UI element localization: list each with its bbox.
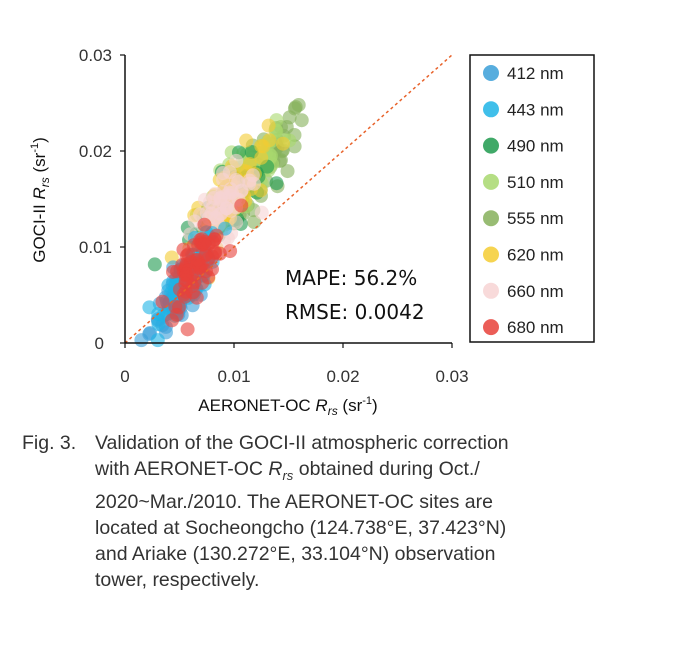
scatter-plot: 0 0.01 0.02 0.03 0 0.01 0.02 0.03 AERONE… [29, 46, 595, 418]
caption-line: located at Socheongcho (124.738°E, 37.42… [95, 516, 507, 539]
legend-marker [483, 319, 499, 336]
data-point [203, 195, 218, 210]
figure-caption: Fig. 3. Validation of the GOCI-II atmosph… [22, 430, 607, 593]
data-point [186, 238, 201, 253]
data-point [245, 168, 260, 183]
caption-line: tower, respectively. [95, 568, 260, 591]
data-point [254, 205, 269, 220]
legend-label: 660 nm [507, 282, 564, 301]
y-tick-label: 0.03 [79, 46, 112, 65]
data-point [254, 150, 269, 165]
y-tick-label: 0.01 [79, 238, 112, 257]
x-axis-title: AERONET-OC Rrs (sr-1) [198, 395, 377, 418]
data-point [197, 217, 212, 232]
data-point [204, 206, 219, 221]
data-point [219, 201, 234, 216]
legend-marker [483, 137, 499, 154]
data-point [294, 113, 309, 128]
data-point [229, 215, 244, 230]
y-axis-title: GOCI-II Rrs (sr-1) [29, 137, 52, 263]
data-point [288, 100, 303, 115]
data-point [155, 294, 170, 309]
x-tick-label: 0 [120, 367, 129, 386]
data-point [212, 246, 227, 261]
legend-marker [483, 282, 499, 299]
data-point [134, 333, 149, 348]
data-point [213, 190, 228, 205]
y-tick-label: 0 [95, 334, 104, 353]
legend-label: 680 nm [507, 318, 564, 337]
data-point [280, 164, 295, 179]
data-point [261, 118, 276, 133]
one-to-one-line [124, 54, 453, 344]
legend-label: 490 nm [507, 137, 564, 156]
data-point [171, 300, 186, 315]
x-tick-label: 0.01 [217, 367, 250, 386]
x-tick-label: 0.02 [326, 367, 359, 386]
legend-label: 443 nm [507, 100, 564, 119]
scatter-points [134, 97, 309, 348]
data-point [256, 139, 271, 154]
legend: 412 nm 443 nm 490 nm 510 nm 555 nm 620 nm 660 … [469, 54, 595, 343]
legend-label: 555 nm [507, 209, 564, 228]
legend-marker [483, 65, 499, 81]
data-point [147, 257, 162, 272]
mape-annotation: MAPE: 56.2% [285, 266, 417, 290]
data-point [275, 136, 290, 151]
rmse-annotation: RMSE: 0.0042 [285, 300, 425, 324]
legend-marker [483, 101, 499, 118]
y-tick-label: 0.02 [79, 142, 112, 161]
caption-line: with AERONET-OC Rrs obtained during Oct.… [95, 458, 480, 483]
caption-line: and Ariake (130.272°E, 33.104°N) observa… [95, 542, 496, 565]
plot-frame [124, 55, 452, 344]
data-point [185, 285, 200, 300]
legend-label: 412 nm [507, 64, 564, 83]
data-point [178, 273, 193, 288]
legend-label: 620 nm [507, 246, 564, 265]
data-point [161, 278, 176, 293]
caption-label: Fig. 3. [22, 432, 77, 454]
data-point [150, 333, 165, 348]
caption-line: 2020~Mar./2010. The AERONET-OC sites are [95, 490, 493, 513]
data-point [269, 176, 284, 191]
legend-marker [483, 173, 499, 190]
data-point [247, 215, 262, 230]
data-point [239, 133, 254, 148]
data-point [166, 264, 181, 279]
axis-ticks [120, 54, 453, 348]
legend-marker [483, 246, 499, 263]
legend-marker [483, 210, 499, 227]
caption-line: Fig. 3. Validation of the GOCI-II atmosph… [22, 432, 509, 454]
x-tick-label: 0.03 [435, 367, 468, 386]
data-point [229, 153, 244, 168]
data-point [197, 238, 212, 253]
data-point [234, 183, 249, 198]
legend-label: 510 nm [507, 173, 564, 192]
data-point [180, 322, 195, 337]
data-point [215, 172, 230, 187]
legend-items: 412 nm 443 nm 490 nm 510 nm 555 nm 620 nm 660 … [483, 64, 564, 337]
data-point [234, 198, 249, 213]
